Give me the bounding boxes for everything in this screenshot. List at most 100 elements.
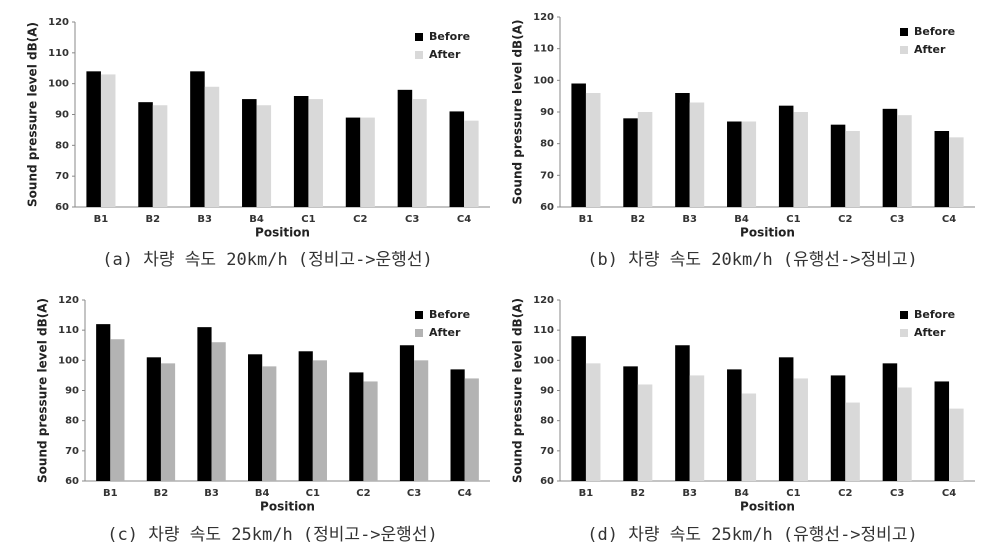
bar: [897, 387, 912, 481]
x-tick-label: B4: [249, 214, 264, 225]
y-tick-label: 60: [65, 476, 79, 487]
bar: [675, 93, 690, 207]
bar: [197, 327, 212, 481]
y-tick-label: 100: [48, 79, 69, 90]
y-tick-label: 110: [48, 48, 69, 59]
bar: [449, 111, 465, 207]
x-tick-label: B4: [734, 214, 749, 225]
x-tick-label: B3: [682, 488, 697, 499]
y-tick-label: 60: [540, 476, 554, 487]
x-axis-label: Position: [740, 226, 795, 240]
bar: [778, 105, 794, 207]
bar: [571, 83, 586, 207]
bar: [399, 345, 415, 481]
bar: [100, 74, 116, 208]
bar: [793, 378, 808, 481]
y-axis-label: Sound pressure level dB(A): [511, 298, 525, 483]
caption: (a) 차량 속도 20km/h (정비고->운행선): [102, 250, 432, 270]
legend-swatch: [415, 329, 423, 337]
x-tick-label: C4: [942, 488, 956, 499]
x-tick-label: C3: [407, 488, 421, 499]
x-axis-label: Position: [740, 500, 795, 514]
bar: [845, 131, 860, 207]
bar: [248, 354, 263, 481]
y-tick-label: 110: [533, 325, 554, 336]
bar: [830, 375, 846, 481]
y-tick-label: 70: [55, 171, 69, 182]
bar: [585, 363, 601, 481]
chart: 60 70 80 90 100 110 120 B1 B2 B3 B4 C1 C2 C3 C4 Positio…: [511, 12, 975, 270]
bar: [146, 357, 161, 481]
y-axis-label: Sound pressure level dB(A): [511, 20, 525, 205]
bar: [298, 351, 313, 481]
caption: (c) 차량 속도 25km/h (정비고->운행선): [107, 525, 437, 545]
bar: [363, 381, 378, 481]
bar: [949, 408, 964, 481]
legend-label: Before: [914, 25, 955, 38]
y-tick-label: 70: [65, 446, 79, 457]
legend-label: After: [914, 326, 946, 339]
x-tick-label: C4: [458, 488, 472, 499]
legend-swatch: [900, 311, 908, 319]
x-tick-label: B4: [734, 488, 749, 499]
x-tick-label: C3: [890, 214, 904, 225]
x-tick-label: C4: [942, 214, 956, 225]
bar: [397, 89, 413, 207]
x-tick-label: B2: [146, 214, 161, 225]
bar: [345, 117, 361, 207]
bar: [414, 360, 429, 481]
x-axis-label: Position: [260, 500, 315, 514]
x-tick-label: B3: [682, 214, 697, 225]
x-tick-label: B3: [204, 488, 219, 499]
y-tick-label: 100: [533, 355, 554, 366]
bar: [793, 112, 808, 207]
legend-swatch: [415, 311, 423, 319]
chart: 60 70 80 90 100 110 120 B1 B2 B3 B4 C1 C2 C3 C4 Positio…: [511, 295, 975, 545]
y-tick-label: 60: [540, 202, 554, 213]
bar: [190, 71, 205, 207]
x-tick-label: C1: [786, 214, 800, 225]
bar: [450, 369, 465, 481]
x-tick-label: C3: [890, 488, 904, 499]
legend-label: Before: [429, 30, 470, 43]
x-tick-label: B4: [255, 488, 270, 499]
bar: [86, 71, 101, 207]
bar: [256, 105, 272, 207]
caption: (d) 차량 속도 25km/h (유행선->정비고): [587, 525, 917, 545]
y-tick-label: 80: [540, 139, 554, 150]
x-tick-label: C2: [356, 488, 370, 499]
caption: (b) 차량 속도 20km/h (유행선->정비고): [587, 250, 917, 270]
bar: [637, 384, 653, 481]
legend-label: Before: [429, 308, 470, 321]
bar: [293, 96, 309, 207]
y-tick-label: 80: [55, 140, 69, 151]
bar: [211, 342, 226, 481]
x-tick-label: C2: [353, 214, 367, 225]
bar: [412, 99, 427, 207]
y-tick-label: 70: [540, 170, 554, 181]
bar: [204, 86, 220, 207]
bar: [349, 372, 364, 481]
bar: [312, 360, 327, 481]
legend-label: After: [429, 326, 461, 339]
y-tick-label: 120: [533, 295, 554, 306]
bar: [897, 115, 912, 207]
bar: [778, 357, 794, 481]
legend-label: After: [429, 48, 461, 61]
x-tick-label: B1: [579, 214, 594, 225]
legend-label: Before: [914, 308, 955, 321]
bar: [689, 375, 705, 481]
bar: [675, 345, 690, 481]
y-tick-label: 90: [65, 386, 79, 397]
x-tick-label: C1: [306, 488, 320, 499]
y-tick-label: 60: [55, 202, 69, 213]
legend-swatch: [415, 51, 423, 59]
bar: [934, 381, 950, 481]
bar: [138, 102, 153, 207]
bar: [623, 118, 638, 207]
y-tick-label: 110: [58, 325, 79, 336]
bar: [637, 112, 653, 207]
y-tick-label: 80: [540, 416, 554, 427]
y-tick-label: 120: [48, 17, 69, 28]
x-tick-label: C2: [838, 488, 852, 499]
